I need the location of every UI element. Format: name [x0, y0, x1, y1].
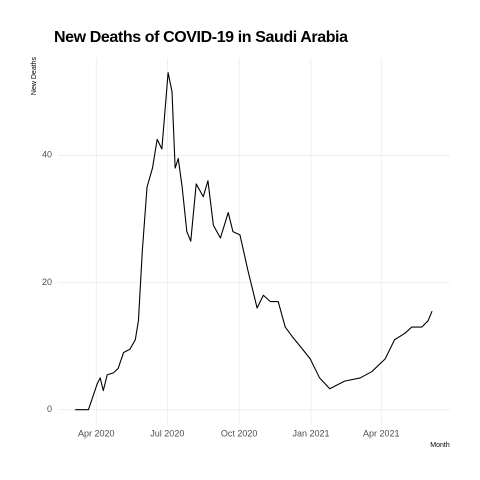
x-tick-label: Jul 2020 [150, 428, 184, 438]
y-axis-title: New Deaths [31, 56, 38, 95]
x-tick-label: Oct 2020 [221, 428, 258, 438]
y-tick-label: 20 [42, 277, 52, 287]
x-axis-title: Month [430, 442, 450, 449]
x-tick-label: Apr 2021 [363, 428, 400, 438]
data-line [75, 72, 433, 411]
chart-title: New Deaths of COVID-19 in Saudi Arabia [54, 29, 348, 46]
x-tick-label: Jan 2021 [292, 428, 329, 438]
y-tick-label: 40 [42, 150, 52, 160]
x-tick-label: Apr 2020 [78, 428, 115, 438]
y-tick-label: 0 [47, 404, 52, 414]
